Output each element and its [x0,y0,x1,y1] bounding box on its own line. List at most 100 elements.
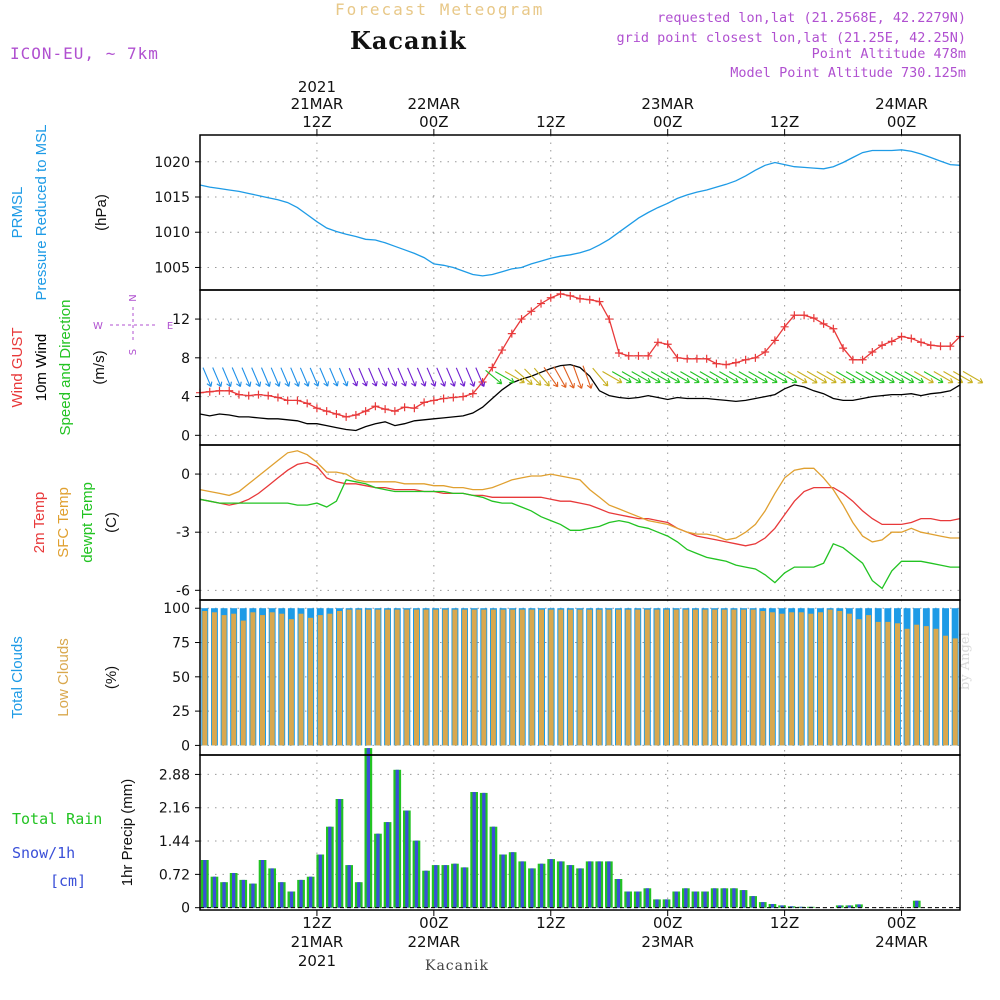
gust-marker [712,359,721,368]
top-time-label: 12Z [302,113,331,131]
wind-arrow [611,371,632,384]
label-total-clouds: Total Clouds [9,636,26,719]
bar-snow [212,876,217,908]
bar-low-clouds [231,613,237,746]
label-low-clouds: Low Clouds [55,638,72,716]
wind-arrow [641,371,661,384]
bar-snow [636,891,640,908]
bar-snow [674,891,678,908]
bar-snow [915,900,919,908]
bar-snow [732,888,736,908]
bottom-date-label: 23MAR [641,933,694,951]
bar-low-clouds [952,638,958,746]
bar-low-clouds [481,609,487,746]
gust-marker [429,396,438,405]
bar-low-clouds [433,609,439,746]
wind-arrow [212,367,223,388]
bar-low-clouds [866,615,872,746]
gust-marker [839,344,848,353]
bar-snow [203,860,207,908]
gust-marker [205,387,214,396]
gust-marker [537,299,546,308]
gust-marker [332,410,341,418]
bar-low-clouds [385,609,391,746]
bar-low-clouds [327,613,333,746]
bar-low-clouds [808,613,814,746]
bar-low-clouds [337,611,342,746]
bar-low-clouds [211,612,217,746]
bar-low-clouds [933,628,939,746]
gust-marker [692,354,701,363]
y-tick-label: 12 [172,312,190,328]
wind-arrow [309,367,320,387]
bar-snow [655,899,659,908]
y-tick-label: 1005 [154,260,190,276]
gust-marker [878,341,887,350]
footer-location: Kacanik [425,958,489,974]
bar-snow [366,748,370,908]
bar-snow [328,826,332,908]
compass-north: N [128,294,139,301]
wind-arrow [709,371,729,384]
wind-arrow [689,371,710,384]
wind-arrow [358,367,368,387]
bar-low-clouds [731,609,737,746]
bar-snow [270,868,274,908]
label-10m-wind: 10m Wind [33,334,50,402]
wind-arrow [446,367,456,387]
top-date-label: 22MAR [407,95,460,113]
wind-arrow [455,367,466,387]
bottom-date-label: 24MAR [875,933,928,951]
y-tick-label: -3 [176,525,190,541]
wind-arrow [894,371,915,384]
label-total-rain: Total Rain [12,810,102,828]
bar-snow [347,865,351,908]
gust-marker [780,322,789,331]
bar-snow [405,810,409,908]
wind-arrow [816,371,837,384]
wind-arrow [329,367,339,387]
y-tick-label: 50 [172,670,190,686]
wind-arrow [767,371,788,384]
bar-snow [770,904,775,908]
bar-low-clouds [462,609,468,746]
gust-marker [770,336,779,345]
bar-low-clouds [837,611,843,746]
unit-label: (C) [103,512,120,533]
bar-low-clouds [914,624,920,746]
gust-marker [751,353,760,362]
gust-marker [527,307,536,316]
bar-snow [501,854,505,908]
gust-marker [702,354,711,363]
bar-low-clouds [635,609,641,746]
wind-arrow [592,367,609,387]
bar-low-clouds [827,609,833,746]
unit-label: (m/s) [91,350,108,384]
bottom-date-label: 21MAR [291,933,344,951]
wind-arrow [719,371,739,384]
gust-marker [653,338,662,347]
bar-low-clouds [606,609,612,746]
gust-marker [936,342,945,351]
wind-arrow [290,367,300,387]
bar-snow [549,859,553,908]
bar-snow [578,868,582,908]
unit-label: (hPa) [93,194,110,231]
gust-marker [498,346,507,355]
gust-marker [342,412,351,421]
gust-marker [595,297,604,306]
bar-low-clouds [577,609,583,746]
gust-marker [322,407,331,416]
gust-marker [283,396,292,405]
gust-marker [390,407,399,416]
bar-snow [645,888,649,908]
wind-arrow [387,367,398,387]
gust-marker [381,405,390,414]
label-2m-temp: 2m Temp [31,492,48,553]
wind-arrow [524,368,542,386]
wind-arrow [914,371,934,384]
bar-low-clouds [702,609,708,746]
bottom-time-label: 00Z [419,914,448,932]
wind-arrow [748,371,768,384]
gust-marker [507,329,516,338]
